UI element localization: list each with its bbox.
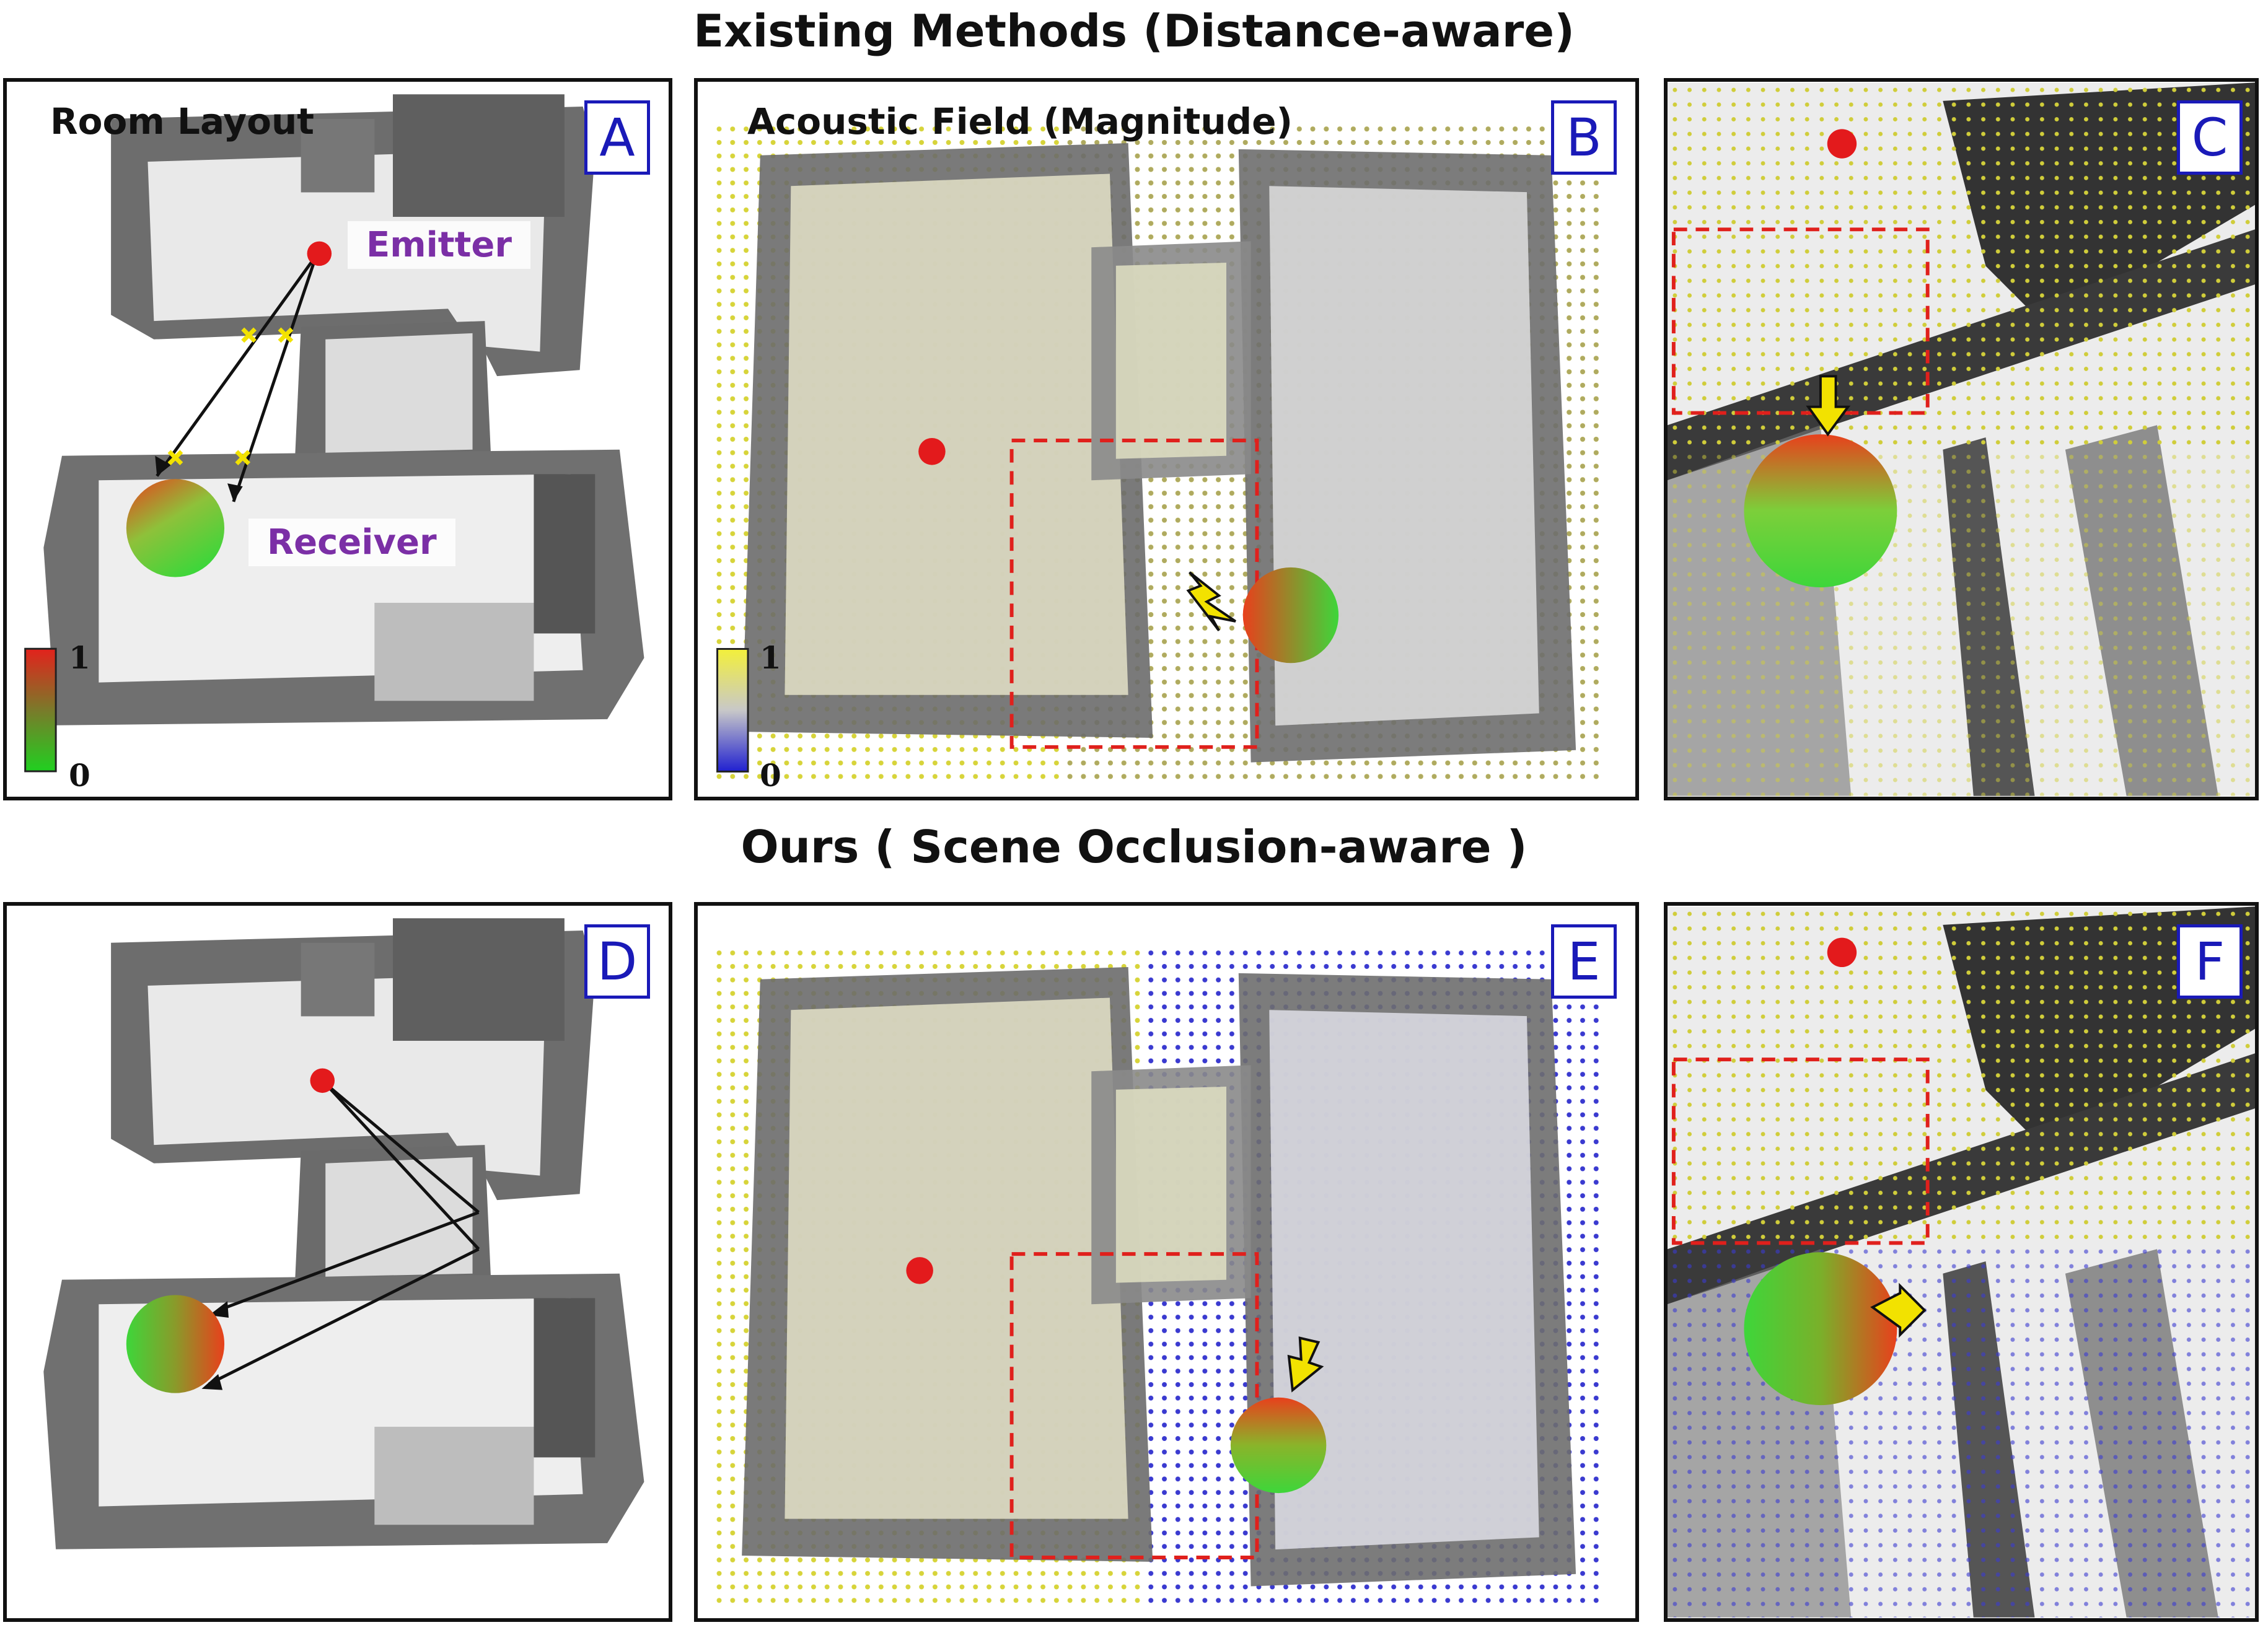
emitter-dot [307,241,332,266]
emitter-dot [310,1068,335,1093]
receiver-sphere [1744,1252,1897,1406]
panel-letter-b: B [1551,100,1617,175]
panel-f: F [1664,902,2259,1622]
colorbar-min-label: 0 [69,757,90,794]
receiver-sphere [1744,434,1897,587]
highlight-box [1009,1252,1259,1559]
arrow-icon [1806,375,1851,437]
panel-d: D [3,902,672,1622]
panel-f-scene [1668,906,2255,1618]
highlight-box [1671,1058,1930,1245]
panel-letter-e: E [1551,924,1617,999]
panel-c-scene [1668,82,2255,796]
emitter-dot [1827,937,1857,968]
acoustic-field-label: Acoustic Field (Magnitude) [747,100,1293,142]
emitter-dot [906,1257,933,1284]
receiver-sphere [126,479,225,577]
arrow-icon [1870,1282,1927,1338]
receiver-label: Receiver [248,519,455,566]
receiver-sphere [1242,567,1339,664]
room-layout-label: Room Layout [50,100,314,142]
arrow-icon [1287,1336,1324,1393]
panel-letter-d: D [584,924,650,999]
panel-e-scene [711,942,1607,1605]
colorbar-max-label: 1 [760,639,781,676]
panel-letter-c: C [2177,100,2243,175]
panel-e: E [694,902,1639,1622]
top-row-title: Existing Methods (Distance-aware) [693,5,1575,57]
panel-letter-f: F [2177,924,2243,999]
highlight-box [1671,227,1930,415]
receiver-sphere [126,1295,225,1393]
emitter-dot [918,438,946,465]
panel-b: Acoustic Field (Magnitude) 1 0 B [694,78,1639,800]
colorbar-min-label: 0 [760,757,781,794]
arrow-icon [1186,571,1236,631]
panel-d-scene [43,918,644,1549]
emitter-label: Emitter [348,221,530,269]
bottom-row-title: Ours ( Scene Occlusion-aware ) [741,821,1527,873]
panel-letter-a: A [584,100,650,175]
panel-c: C [1664,78,2259,800]
colorbar-max-label: 1 [69,639,90,676]
panel-a: Room Layout Emitter Receiver 1 0 A [3,78,672,800]
panel-b-scene [711,118,1607,781]
emitter-dot [1827,129,1857,159]
receiver-sphere [1230,1397,1327,1494]
panel-a-scene [24,94,644,773]
